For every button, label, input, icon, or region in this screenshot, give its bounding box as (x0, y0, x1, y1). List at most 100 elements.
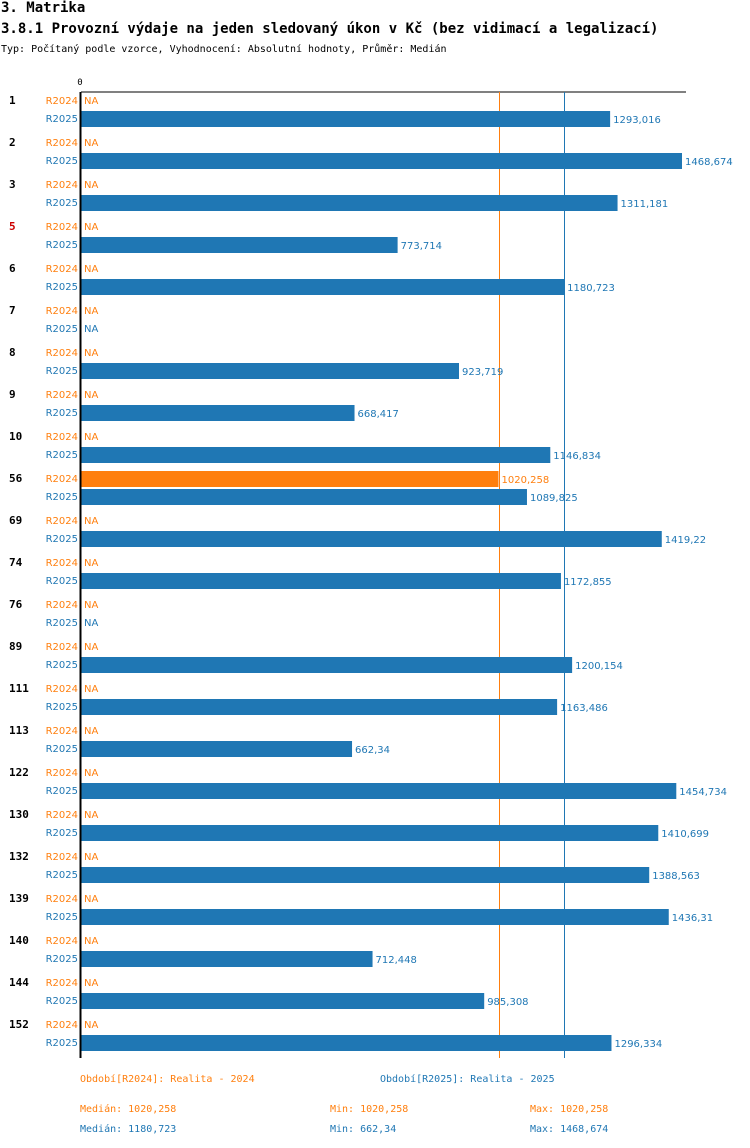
na-label: NA (84, 222, 98, 233)
na-label: NA (84, 390, 98, 401)
na-label: NA (84, 642, 98, 653)
data-label: 1311,181 (621, 199, 669, 210)
series-label-r2024: R2024 (46, 306, 78, 317)
series-label-r2025: R2025 (46, 1038, 78, 1049)
bar-r2025 (81, 111, 611, 127)
data-label: 1296,334 (614, 1039, 662, 1050)
bar-r2025 (81, 279, 565, 295)
bar-r2025 (81, 951, 373, 967)
data-label: 1454,734 (679, 787, 727, 798)
data-label: 1468,674 (685, 157, 733, 168)
category-label: 5 (9, 220, 16, 233)
bar-r2025 (81, 237, 398, 253)
na-label: NA (84, 96, 98, 107)
category-label: 122 (9, 766, 29, 779)
na-label: NA (84, 894, 98, 905)
na-label: NA (84, 978, 98, 989)
category-label: 139 (9, 892, 29, 905)
data-label: 1146,834 (553, 451, 601, 462)
data-label: 662,34 (355, 745, 390, 756)
bar-r2025 (81, 405, 355, 421)
category-label: 10 (9, 430, 22, 443)
series-label-r2025: R2025 (46, 408, 78, 419)
series-label-r2024: R2024 (46, 516, 78, 527)
series-label-r2025: R2025 (46, 324, 78, 335)
legend-r2024: Období[R2024]: Realita - 2024 (80, 1074, 255, 1085)
data-label: 1436,31 (672, 913, 713, 924)
category-label: 6 (9, 262, 16, 275)
series-label-r2025: R2025 (46, 114, 78, 125)
category-label: 2 (9, 136, 16, 149)
series-label-r2024: R2024 (46, 1020, 78, 1031)
na-label: NA (84, 684, 98, 695)
category-label: 8 (9, 346, 16, 359)
na-label: NA (84, 768, 98, 779)
data-label: 1388,563 (652, 871, 700, 882)
data-label: 1293,016 (613, 115, 661, 126)
category-label: 9 (9, 388, 16, 401)
series-label-r2024: R2024 (46, 558, 78, 569)
na-label: NA (84, 726, 98, 737)
na-label: NA (84, 618, 98, 629)
series-label-r2024: R2024 (46, 600, 78, 611)
data-label: 1419,22 (665, 535, 706, 546)
series-label-r2025: R2025 (46, 576, 78, 587)
x-tick-label: 0 (77, 78, 82, 88)
data-label: 712,448 (376, 955, 417, 966)
na-label: NA (84, 558, 98, 569)
stat-r2024-max: Max: 1020,258 (530, 1104, 609, 1115)
series-label-r2024: R2024 (46, 768, 78, 779)
category-label: 111 (9, 682, 29, 695)
stat-r2025-median: Medián: 1180,723 (80, 1124, 177, 1135)
series-label-r2025: R2025 (46, 744, 78, 755)
series-label-r2024: R2024 (46, 894, 78, 905)
na-label: NA (84, 600, 98, 611)
category-label: 74 (9, 556, 23, 569)
bar-r2025 (81, 867, 650, 883)
na-label: NA (84, 516, 98, 527)
data-label: 773,714 (401, 241, 442, 252)
data-label: 668,417 (358, 409, 399, 420)
bar-r2025 (81, 993, 485, 1009)
bar-r2025 (81, 783, 677, 799)
na-label: NA (84, 348, 98, 359)
series-label-r2025: R2025 (46, 828, 78, 839)
bar-r2025 (81, 153, 682, 169)
na-label: NA (84, 1020, 98, 1031)
series-label-r2024: R2024 (46, 96, 78, 107)
bar-r2025 (81, 447, 551, 463)
series-label-r2024: R2024 (46, 264, 78, 275)
series-label-r2025: R2025 (46, 492, 78, 503)
series-label-r2024: R2024 (46, 138, 78, 149)
category-label: 152 (9, 1018, 29, 1031)
series-label-r2024: R2024 (46, 810, 78, 821)
series-label-r2024: R2024 (46, 474, 78, 485)
bar-r2024 (81, 471, 499, 487)
bar-r2025 (81, 195, 618, 211)
data-label: 1410,699 (661, 829, 709, 840)
series-label-r2024: R2024 (46, 726, 78, 737)
stat-r2024-median: Medián: 1020,258 (80, 1104, 177, 1115)
series-label-r2025: R2025 (46, 702, 78, 713)
bar-r2025 (81, 489, 527, 505)
series-label-r2025: R2025 (46, 954, 78, 965)
data-label: 985,308 (487, 997, 528, 1008)
series-label-r2024: R2024 (46, 432, 78, 443)
series-label-r2024: R2024 (46, 684, 78, 695)
category-label: 7 (9, 304, 16, 317)
category-label: 69 (9, 514, 22, 527)
series-label-r2024: R2024 (46, 348, 78, 359)
bar-r2025 (81, 825, 659, 841)
series-label-r2025: R2025 (46, 366, 78, 377)
stat-r2024-min: Min: 1020,258 (330, 1104, 409, 1115)
series-label-r2025: R2025 (46, 870, 78, 881)
series-label-r2025: R2025 (46, 240, 78, 251)
bar-r2025 (81, 741, 353, 757)
bar-r2025 (81, 657, 573, 673)
series-label-r2025: R2025 (46, 786, 78, 797)
data-label: 923,719 (462, 367, 503, 378)
series-label-r2025: R2025 (46, 282, 78, 293)
series-label-r2024: R2024 (46, 390, 78, 401)
chart-subtitle: Typ: Počítaný podle vzorce, Vyhodnocení:… (1, 44, 447, 55)
series-label-r2024: R2024 (46, 936, 78, 947)
